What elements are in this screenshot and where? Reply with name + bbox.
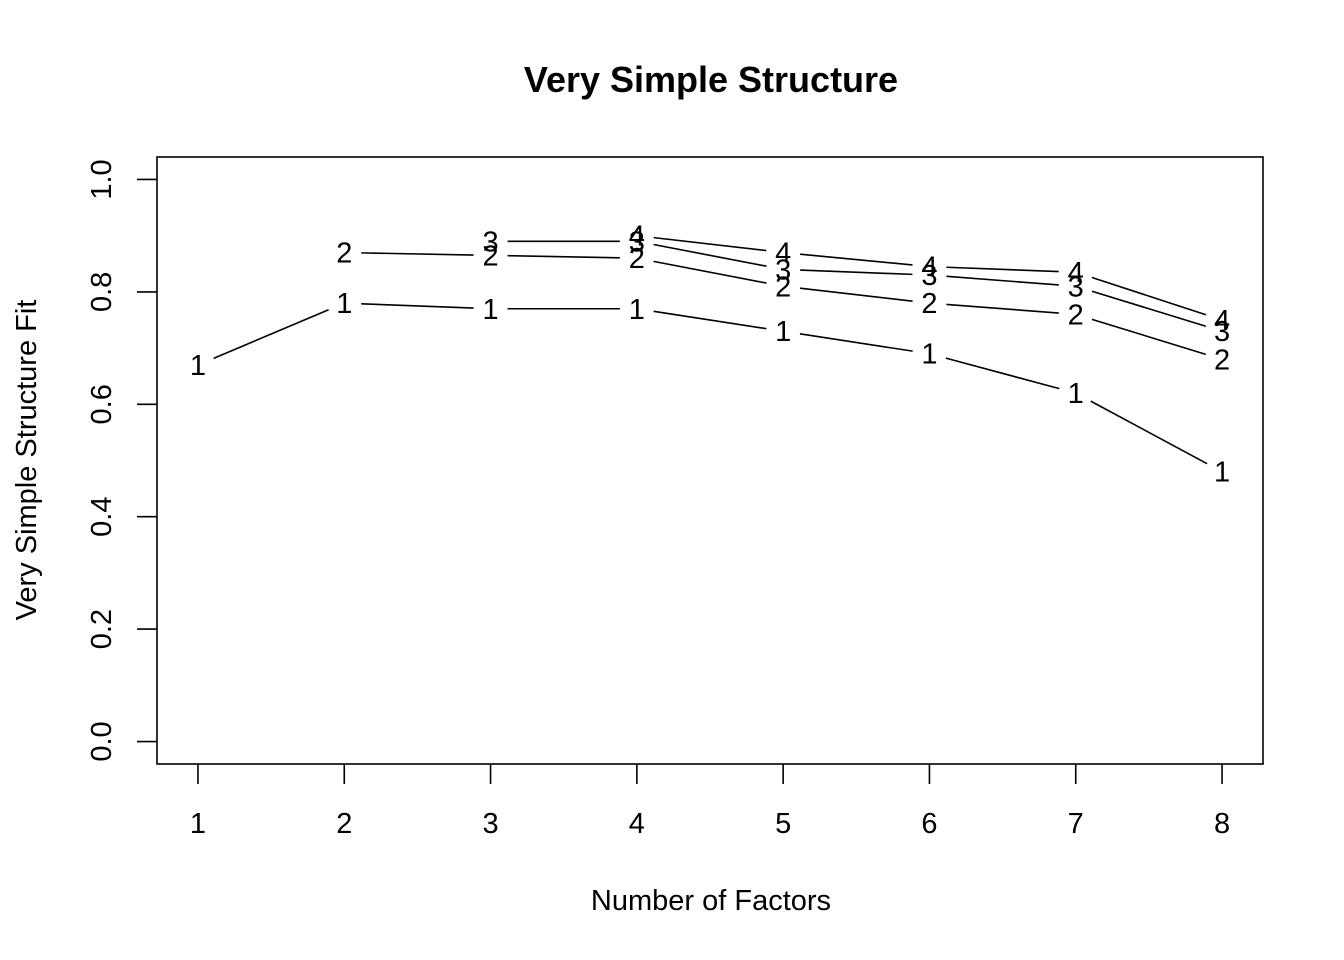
x-axis-label: Number of Factors	[591, 885, 831, 917]
series-1-segment	[213, 309, 329, 360]
series-2: 2 2 2 2 2 2 2	[336, 238, 1230, 377]
x-tick-label: 6	[921, 808, 937, 840]
series-2-point: 2	[775, 271, 791, 303]
series-4-segment	[799, 253, 913, 266]
y-tick-label: 0.4	[86, 497, 118, 537]
chart-title: Very Simple Structure	[524, 59, 898, 100]
y-tick-label: 1.0	[86, 159, 118, 199]
x-tick-label: 8	[1214, 808, 1230, 840]
series-3-segment	[1091, 290, 1207, 328]
series-4: 4 4 4 4 4	[629, 221, 1230, 337]
series-4-segment	[653, 236, 767, 252]
series-1-segment	[799, 333, 913, 352]
series-1-point: 1	[482, 294, 498, 326]
series-2-segment	[361, 252, 474, 256]
series-1-point: 1	[629, 294, 645, 326]
series-1-point: 1	[921, 339, 937, 371]
series-1-segment	[1090, 400, 1208, 465]
y-tick-label: 0.8	[86, 272, 118, 312]
x-tick-label: 4	[629, 808, 645, 840]
series-1-point: 1	[336, 288, 352, 320]
series-2-point: 2	[1214, 344, 1230, 376]
series-3-point: 3	[482, 226, 498, 258]
x-tick-label: 5	[775, 808, 791, 840]
series-3-segment	[800, 269, 913, 276]
series-1-point: 1	[190, 350, 206, 382]
series-4-segment	[946, 266, 1059, 273]
series-2-point: 2	[921, 288, 937, 320]
series-3: 3 3 3 3 3 3	[482, 226, 1230, 348]
series-3-segment	[653, 243, 767, 267]
series-4-point: 4	[775, 238, 791, 270]
series-2-segment	[946, 303, 1059, 314]
series-3-point: 3	[775, 254, 791, 286]
y-tick-label: 0.0	[86, 721, 118, 761]
series-2-segment	[507, 254, 620, 259]
series-4-segment	[1091, 276, 1207, 316]
series-4-point: 4	[921, 252, 937, 284]
series-3-segment	[946, 275, 1059, 286]
x-tick-label: 1	[190, 808, 206, 840]
series-2-segment	[1091, 318, 1207, 356]
series-1-segment	[945, 357, 1060, 390]
series-3-point: 3	[1068, 271, 1084, 303]
series-3-point: 3	[1214, 316, 1230, 348]
series-4-point: 4	[1068, 257, 1084, 289]
x-tick-label: 7	[1068, 808, 1084, 840]
x-axis: 1 2 3 4 5 6 7 8	[190, 764, 1230, 840]
series-2-point: 2	[336, 238, 352, 270]
y-tick-label: 0.6	[86, 384, 118, 424]
series-1-point: 1	[1068, 378, 1084, 410]
series-1: 1 1 1 1 1 1 1 1	[190, 288, 1230, 489]
series-1-segment	[653, 310, 767, 330]
series-1-segment	[361, 302, 474, 309]
x-tick-label: 3	[482, 808, 498, 840]
series-2-point: 2	[629, 243, 645, 275]
series-2-segment	[653, 260, 767, 284]
y-axis-label: Very Simple Structure Fit	[11, 300, 43, 621]
series-1-point: 1	[1214, 457, 1230, 489]
series-3-point: 3	[629, 226, 645, 258]
series-4-point: 4	[629, 221, 645, 253]
series-3-point: 3	[921, 260, 937, 292]
series-4-point: 4	[1214, 305, 1230, 337]
series-2-point: 2	[1068, 299, 1084, 331]
y-axis: 0.0 0.2 0.4 0.6 0.8 1.0	[86, 159, 157, 762]
y-tick-label: 0.2	[86, 609, 118, 649]
x-tick-label: 2	[336, 808, 352, 840]
series-2-point: 2	[482, 240, 498, 272]
series-1-point: 1	[775, 316, 791, 348]
series-2-segment	[799, 287, 913, 302]
plot-frame	[156, 156, 1264, 765]
